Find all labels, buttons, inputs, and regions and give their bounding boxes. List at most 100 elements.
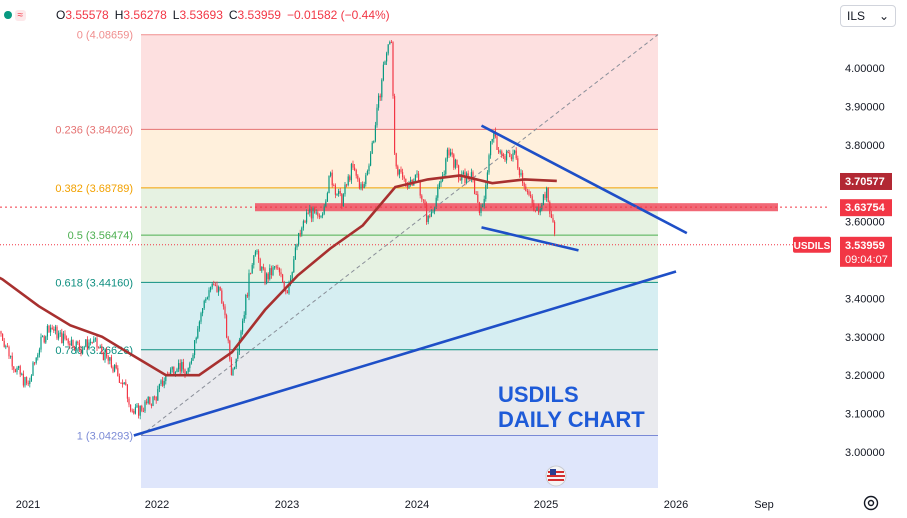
fib-level-label: 1 (3.04293) [77,431,133,443]
candle-body [410,179,412,184]
candle-body [448,149,450,156]
candle-body [490,141,492,156]
candle-body [122,382,124,385]
candle-body [443,174,445,176]
candle-body [331,172,333,186]
candle-body [416,173,418,175]
candle-body [264,268,266,284]
candle-body [214,285,216,287]
candle-body [501,151,503,155]
candle-body [514,150,516,154]
candle-body [333,185,335,187]
candle-body [248,273,250,297]
candle-body [88,342,90,349]
candle-body [123,382,125,385]
candle-body [306,212,308,223]
symbol-badge-icon[interactable]: ≈ [14,9,26,21]
chart-annotation: USDILS DAILY CHART [498,382,645,432]
candle-body [459,178,461,181]
candle-body [158,384,160,389]
candle-body [520,172,522,176]
candle-body [82,349,84,354]
candle-body [14,369,16,373]
candle-body [78,343,80,350]
candle-body [354,167,356,170]
candle-body [130,404,132,411]
candle-body [392,42,394,97]
candle-body [398,169,400,175]
currency-select[interactable]: ILS ⌄ [840,5,896,27]
candle-body [326,193,328,202]
candle-body [374,125,376,141]
candle-body [394,96,396,154]
candle-body [530,194,532,197]
candle-body [486,172,488,186]
candle-body [242,321,244,332]
candle-body [379,95,381,98]
candle-body [131,410,133,412]
candle-body [389,41,391,45]
candle-body [339,191,341,194]
candle-body [117,368,119,377]
candle-body [6,346,8,348]
candle-body [179,363,181,372]
candle-body [245,295,247,315]
candle-body [136,405,138,408]
candle-body [66,338,68,340]
candle-body [29,380,31,384]
candle-body [278,268,280,273]
candle-body [186,371,188,375]
candle-body [101,346,103,353]
ohlc-readout: O3.55578 H3.56278 L3.53693 C3.53959 −0.0… [56,8,390,22]
candle-body [11,355,13,367]
change-value: −0.01582 (−0.44%) [286,8,390,22]
gear-icon[interactable] [862,494,880,512]
candle-body [258,250,260,260]
candle-body [181,362,183,372]
candle-body [458,165,460,179]
candle-body [318,215,320,217]
candle-body [270,268,272,275]
x-tick-label: 2023 [275,499,299,511]
candle-body [170,369,172,375]
candle-body [370,153,372,166]
candle-body [237,351,239,359]
symbol-header: ≈ O3.55578 H3.56278 L3.53693 C3.53959 −0… [0,0,830,30]
fib-band [141,34,658,130]
candle-body [238,339,240,352]
candle-body [470,172,472,180]
candle-body [435,197,437,209]
candle-body [80,349,82,354]
candle-body [283,281,285,290]
candle-body [77,341,79,344]
candle-body [424,199,426,205]
candle-body [75,341,77,351]
trendline [481,226,579,252]
candle-body [194,340,196,355]
candle-body [230,359,232,376]
candle-body [94,338,96,340]
candle-body [531,196,533,204]
x-tick-label: 2024 [405,499,429,511]
candle-body [390,41,392,43]
us-flag-icon[interactable] [545,465,567,487]
visibility-toggle[interactable]: ≈ [4,6,26,24]
candle-body [240,331,242,340]
candle-body [205,299,207,301]
candle-body [272,267,274,275]
candle-body [288,283,290,294]
candle-body [216,285,218,293]
symbol-name-label: USDILS [794,241,831,252]
candle-body [467,173,469,179]
close-label: C [228,8,238,22]
candle-body [266,273,268,284]
moving-average-line [0,174,557,377]
x-tick-label: 2022 [145,499,169,511]
candle-body [352,163,354,168]
y-tick-label: 3.40000 [845,293,885,305]
candle-body [256,250,258,252]
candle-body [274,266,276,268]
price-tag-value: 3.63754 [845,202,886,214]
x-tick-label: Sep [754,499,774,511]
